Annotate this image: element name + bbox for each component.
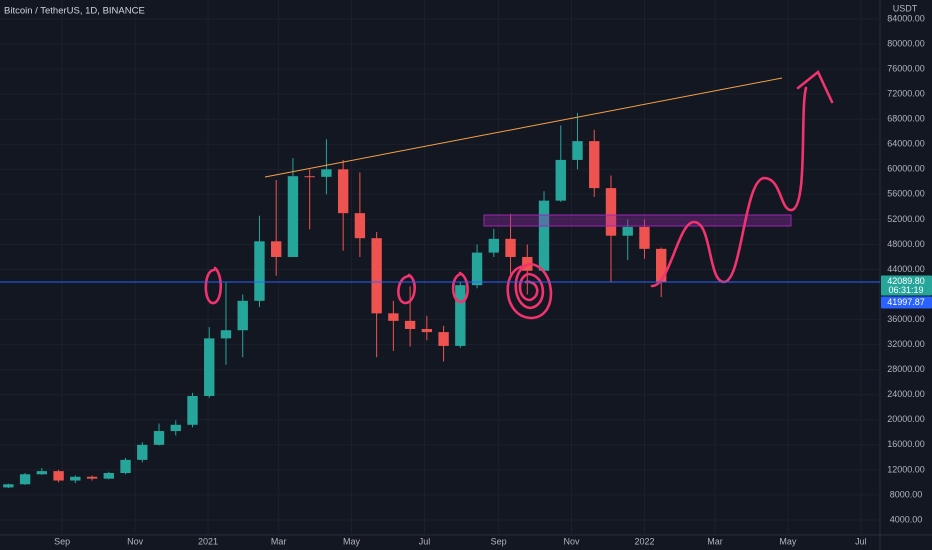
y-tick-label: 4000.00: [890, 514, 923, 524]
x-tick-label: Sep: [491, 536, 507, 546]
scribbles: [204, 69, 834, 320]
x-tick-label: 2022: [634, 536, 654, 546]
candle-body: [36, 471, 48, 475]
candle-body: [589, 141, 600, 189]
candle-body: [3, 484, 14, 488]
candle-body: [639, 226, 650, 249]
last-price-box: [881, 275, 932, 296]
x-tick-label: Mar: [271, 536, 287, 546]
countdown-label: 06:31:19: [888, 285, 923, 295]
y-tick-label: 56000.00: [887, 189, 925, 199]
scribble-mark: [506, 262, 553, 320]
y-tick-label: 36000.00: [887, 314, 925, 324]
candle-body: [120, 459, 131, 474]
arrow-head: [796, 69, 834, 104]
candle-body: [455, 285, 466, 346]
x-tick-label: Mar: [707, 536, 723, 546]
candle-body: [354, 213, 366, 239]
y-tick-label: 24000.00: [887, 389, 925, 399]
y-tick-label: 12000.00: [887, 464, 925, 474]
candle-body: [555, 159, 566, 201]
candle-body: [304, 176, 315, 178]
candle-body: [622, 226, 633, 236]
candle-body: [404, 320, 416, 329]
y-tick-label: 68000.00: [887, 114, 925, 124]
candle-body: [438, 332, 449, 346]
currency-label: USDT: [893, 3, 918, 13]
candle-body: [53, 471, 64, 481]
circle-mark: [397, 273, 416, 305]
x-tick-label: Jul: [419, 536, 431, 546]
trend-line: [264, 77, 783, 178]
y-tick-label: 76000.00: [887, 64, 925, 74]
candle-body: [488, 238, 499, 253]
candle-body: [605, 188, 617, 236]
x-tick-label: 2021: [198, 536, 218, 546]
y-tick-label: 52000.00: [887, 214, 925, 224]
candle-body: [337, 169, 349, 214]
candle-body: [388, 313, 399, 321]
candle-body: [153, 431, 165, 445]
projection-path: [650, 86, 808, 288]
candle-body: [220, 330, 232, 339]
y-tick-label: 60000.00: [887, 164, 925, 174]
last-price-label: 42089.80: [887, 276, 925, 286]
candle-body: [103, 473, 114, 479]
zone-box: [483, 214, 792, 227]
candle-body: [19, 474, 31, 485]
x-tick-label: May: [343, 536, 361, 546]
candle-body: [321, 169, 332, 177]
y-tick-label: 16000.00: [887, 439, 925, 449]
x-tick-label: Nov: [127, 536, 144, 546]
candle-body: [170, 424, 181, 432]
y-tick-label: 28000.00: [887, 364, 925, 374]
y-tick-label: 44000.00: [887, 264, 925, 274]
y-tick-label: 64000.00: [887, 139, 925, 149]
price-line-box: [881, 296, 932, 309]
x-tick-label: Jul: [855, 536, 867, 546]
candle-body: [572, 141, 583, 160]
y-tick-label: 80000.00: [887, 38, 925, 48]
x-tick-label: Nov: [564, 536, 581, 546]
drawings: [204, 69, 834, 320]
price-line-label: 41997.87: [887, 297, 925, 307]
circle-mark: [204, 266, 222, 305]
candle-body: [271, 241, 282, 257]
candle-body: [471, 252, 483, 286]
candle-body: [287, 176, 299, 257]
y-tick-label: 84000.00: [887, 13, 925, 23]
candle-body: [237, 300, 248, 331]
y-tick-label: 32000.00: [887, 339, 925, 349]
y-tick-label: 72000.00: [887, 89, 925, 99]
candle-body: [204, 338, 215, 396]
y-tick-label: 48000.00: [887, 239, 925, 249]
y-tick-label: 8000.00: [890, 489, 923, 499]
candle-body: [421, 328, 433, 333]
x-tick-label: Sep: [54, 536, 70, 546]
candle-body: [371, 238, 382, 314]
candle-body: [187, 395, 198, 425]
y-tick-label: 20000.00: [887, 414, 925, 424]
candle-body: [86, 476, 98, 479]
candle-body: [505, 238, 516, 257]
candle-body: [137, 444, 148, 460]
candle-body: [254, 241, 265, 301]
candle-body: [538, 200, 550, 271]
candles: [3, 112, 667, 489]
chart-title: Bitcoin / TetherUS, 1D, BINANCE: [4, 6, 145, 17]
x-tick-label: May: [779, 536, 797, 546]
candle-body: [656, 248, 667, 283]
circle-mark: [451, 271, 469, 304]
candle-body: [70, 476, 81, 481]
